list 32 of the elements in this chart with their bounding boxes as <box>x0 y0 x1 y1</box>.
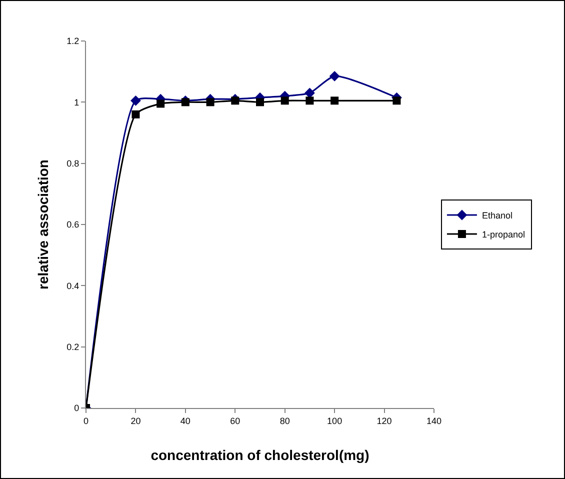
x-tick-label: 60 <box>230 416 240 426</box>
y-tick-label: 1.2 <box>66 36 80 46</box>
point <box>156 100 165 108</box>
point <box>306 96 314 105</box>
y-tick-label: 0 <box>74 403 80 414</box>
point <box>132 110 140 118</box>
x-tick-label: 140 <box>426 416 442 426</box>
x-tick-label: 120 <box>376 416 392 426</box>
point <box>256 98 264 106</box>
y-axis-title: relative association <box>35 160 51 290</box>
x-tick-label: 40 <box>180 416 190 426</box>
point <box>280 96 289 105</box>
x-tick-label: 80 <box>280 416 290 426</box>
x-tick-label: 20 <box>130 416 141 426</box>
point <box>231 96 240 105</box>
y-tick-label: 0.2 <box>66 342 80 352</box>
legend-label: Ethanol <box>482 210 512 221</box>
point <box>330 96 339 105</box>
point <box>329 70 340 82</box>
point <box>304 88 315 98</box>
y-tick-label: 1 <box>74 97 80 108</box>
x-tick-label: 0 <box>83 416 89 426</box>
y-tick-label: 0.6 <box>66 220 80 230</box>
y-tick-label: 0.4 <box>66 280 80 291</box>
legend-label: 1-propanol <box>482 230 525 240</box>
x-axis-title: concentration of cholesterol(mg) <box>150 447 370 463</box>
point <box>130 95 141 106</box>
point <box>181 98 190 106</box>
point <box>206 98 214 106</box>
point <box>392 96 401 105</box>
y-tick-label: 0.8 <box>66 158 80 168</box>
x-tick-label: 100 <box>327 416 342 426</box>
